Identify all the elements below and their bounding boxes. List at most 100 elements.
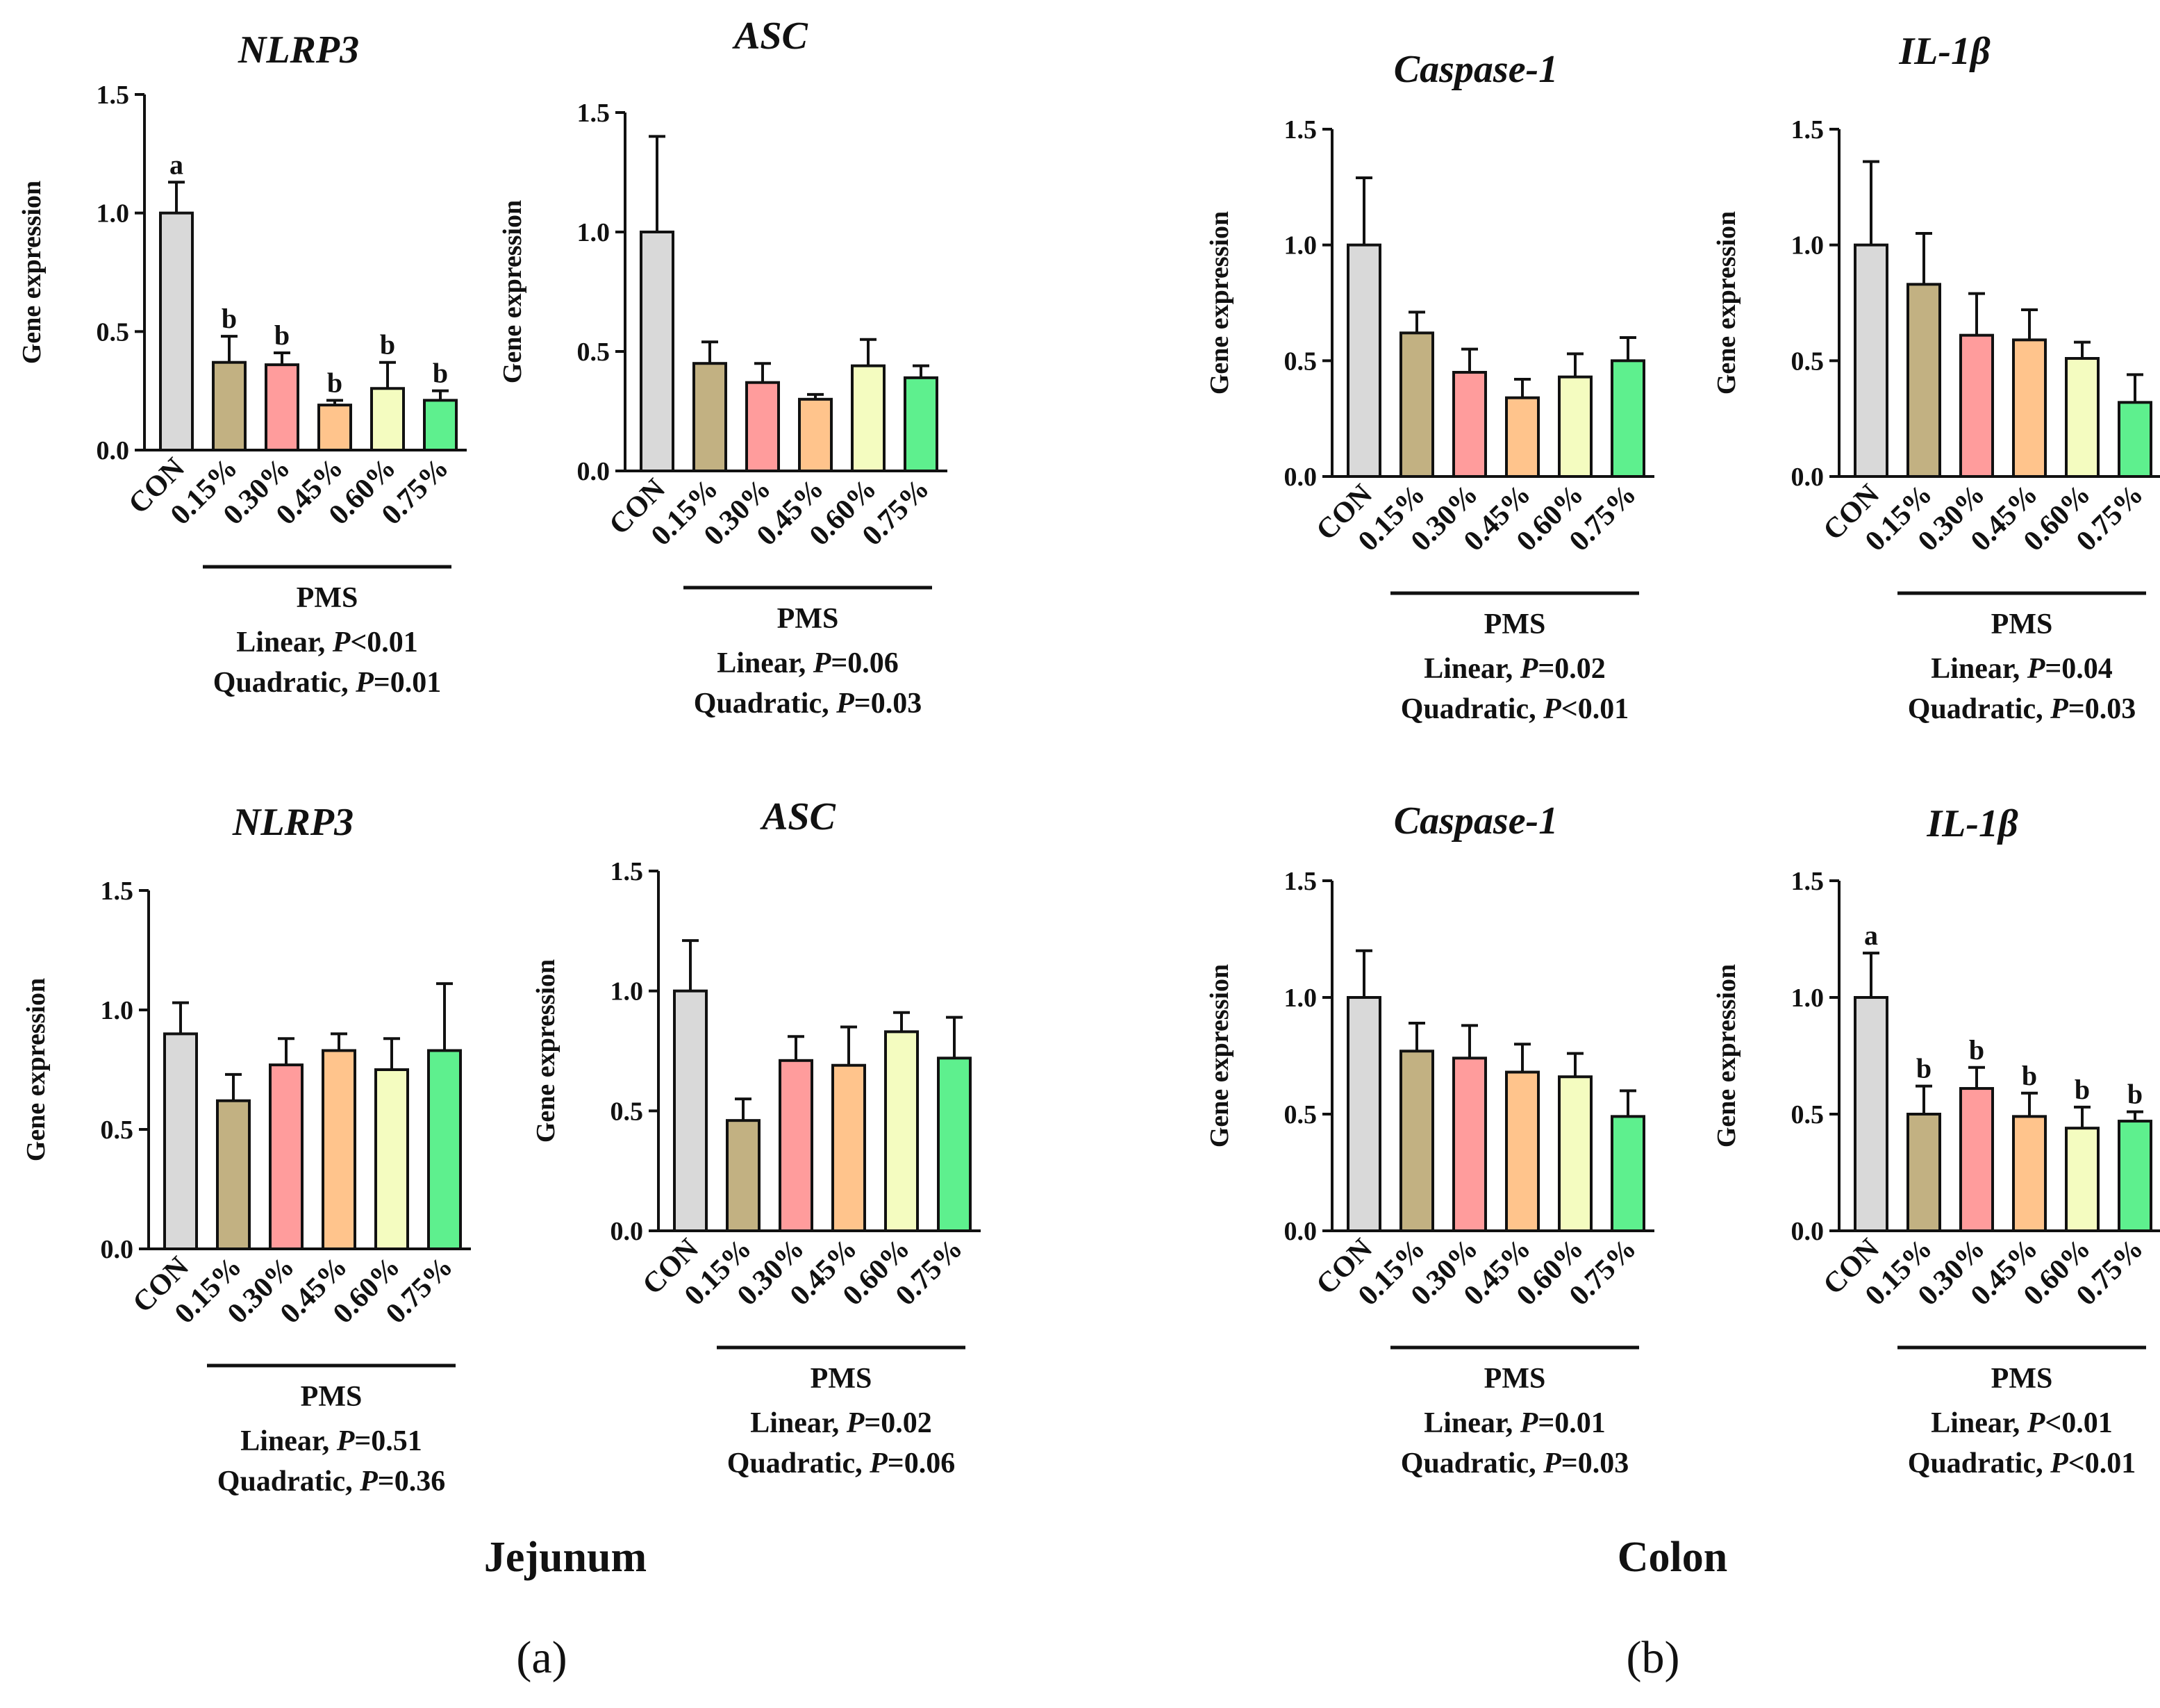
y-tick-label: 0.0: [577, 457, 610, 486]
panel-label-b: (b): [1627, 1632, 1680, 1683]
bar: [1399, 1050, 1434, 1233]
section-label-colon: Colon: [1618, 1534, 1727, 1581]
chart-title: Caspase-1: [1394, 48, 1558, 91]
y-tick-label: 1.5: [1791, 115, 1825, 144]
stat-name: Linear,: [240, 1425, 336, 1457]
bar: [779, 1059, 813, 1233]
p-symbol: P: [1543, 1448, 1561, 1479]
y-axis-label: Gene expression: [1712, 964, 1741, 1147]
y-tick-label: 0.5: [1284, 1100, 1318, 1129]
stat-name: Linear,: [750, 1407, 846, 1439]
y-tick-label: 0.0: [1284, 1217, 1318, 1246]
stat-line: Linear, P=0.51: [240, 1425, 422, 1457]
p-value: =0.03: [854, 688, 922, 720]
y-axis-label: Gene expression: [498, 200, 527, 383]
p-value: =0.01: [1538, 1407, 1605, 1439]
bar: [1959, 333, 1994, 478]
y-axis-label: Gene expression: [1205, 211, 1234, 395]
significance-letter: b: [274, 320, 290, 351]
p-symbol: P: [846, 1407, 865, 1439]
p-value: =0.36: [378, 1466, 445, 1498]
p-symbol: P: [1520, 653, 1538, 685]
p-value: <0.01: [350, 627, 417, 658]
p-value: =0.06: [831, 647, 898, 679]
group-label: PMS: [777, 603, 839, 635]
p-symbol: P: [2027, 1407, 2045, 1439]
y-tick-label: 1.5: [610, 857, 644, 886]
p-value: =0.01: [374, 667, 441, 699]
y-tick-label: 1.0: [1791, 231, 1825, 260]
significance-letter: b: [2075, 1074, 2090, 1105]
y-tick-label: 1.0: [1284, 984, 1318, 1013]
p-symbol: P: [2027, 653, 2045, 685]
chart-title: NLRP3: [232, 801, 354, 844]
p-symbol: P: [355, 667, 374, 699]
y-tick-label: 1.0: [97, 199, 130, 229]
y-tick-label: 0.0: [1791, 1217, 1825, 1246]
bar: [423, 399, 458, 452]
chart-title: NLRP3: [238, 28, 359, 72]
p-value: =0.06: [888, 1448, 955, 1479]
significance-letter: b: [1969, 1034, 1984, 1066]
stat-name: Quadratic,: [1908, 1448, 2050, 1479]
bar: [1558, 1075, 1593, 1232]
bar: [1505, 396, 1540, 479]
bar: [640, 231, 674, 472]
stat-line: Linear, P=0.01: [1424, 1407, 1606, 1439]
stat-name: Linear,: [236, 627, 332, 658]
y-tick-label: 0.0: [101, 1235, 134, 1264]
significance-letter: b: [2022, 1060, 2037, 1091]
y-axis-label: Gene expression: [1205, 964, 1234, 1147]
bar: [212, 360, 247, 451]
stat-line: Linear, P<0.01: [236, 627, 418, 658]
stat-name: Quadratic,: [1401, 693, 1543, 725]
y-axis-label: Gene expression: [22, 978, 51, 1161]
bar: [2012, 338, 2047, 479]
bar: [726, 1119, 761, 1232]
bar: [1452, 1056, 1487, 1232]
y-axis-label: Gene expression: [1712, 211, 1741, 395]
p-symbol: P: [1543, 693, 1561, 725]
bar: [1854, 243, 1888, 478]
group-label: PMS: [301, 1381, 363, 1413]
bar: [1959, 1087, 1994, 1233]
p-value: =0.04: [2045, 653, 2112, 685]
bar: [851, 364, 886, 473]
bar: [745, 381, 780, 472]
bar: [2012, 1115, 2047, 1232]
stat-line: Linear, P=0.04: [1931, 653, 2113, 685]
stat-name: Linear,: [1931, 1407, 2027, 1439]
bar: [163, 1032, 198, 1251]
bar: [1347, 996, 1381, 1232]
p-symbol: P: [836, 688, 854, 720]
group-label: PMS: [1991, 1363, 2053, 1395]
y-tick-label: 0.5: [97, 317, 130, 347]
y-tick-label: 1.0: [610, 977, 644, 1006]
stat-line: Quadratic, P=0.03: [1908, 693, 2136, 725]
y-tick-label: 0.0: [97, 436, 130, 465]
p-symbol: P: [813, 647, 831, 679]
stat-line: Quadratic, P<0.01: [1401, 693, 1629, 725]
y-tick-label: 0.5: [1791, 347, 1825, 376]
stat-line: Linear, P<0.01: [1931, 1407, 2113, 1439]
p-value: <0.01: [2045, 1407, 2112, 1439]
stat-name: Quadratic,: [694, 688, 836, 720]
bar: [265, 363, 299, 451]
significance-letter: b: [433, 358, 448, 389]
p-value: =0.03: [1561, 1448, 1629, 1479]
bar: [1347, 243, 1381, 478]
significance-letter: b: [222, 303, 237, 334]
chart-title: ASC: [760, 795, 836, 838]
bar: [1611, 359, 1645, 478]
y-tick-label: 0.5: [1791, 1100, 1825, 1129]
bar: [1906, 1113, 1941, 1232]
stat-line: Linear, P=0.02: [1424, 653, 1606, 685]
group-label: PMS: [1484, 608, 1546, 640]
stat-name: Quadratic,: [213, 667, 356, 699]
p-value: =0.51: [354, 1425, 422, 1457]
